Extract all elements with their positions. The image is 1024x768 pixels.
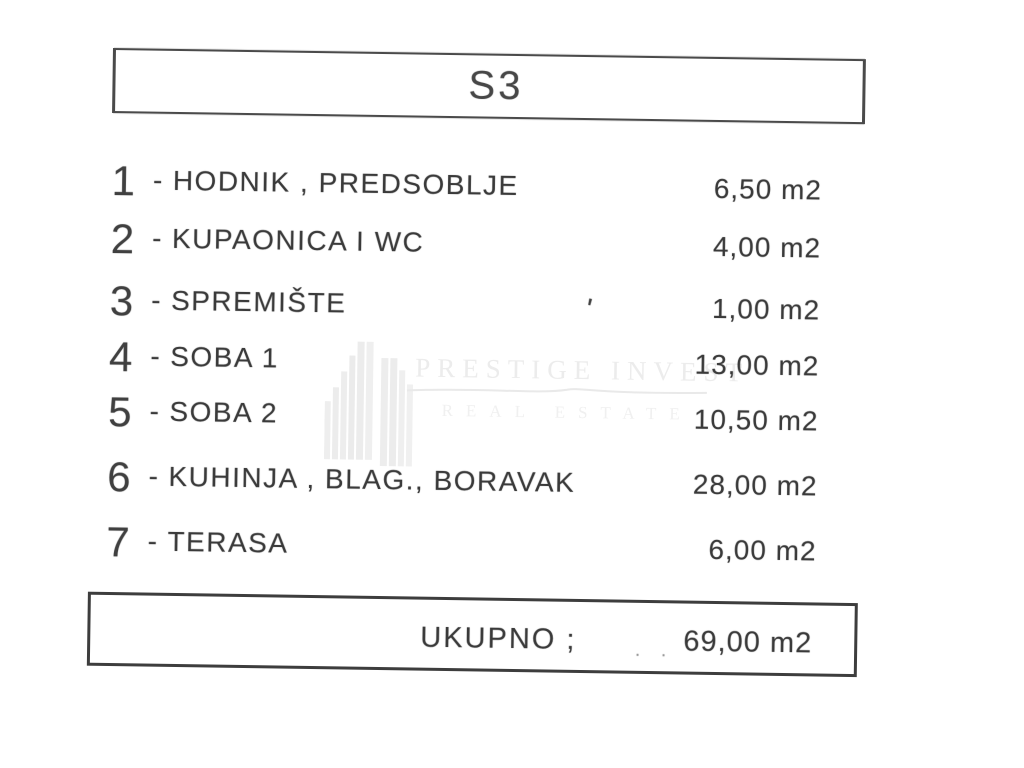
room-area: 6,00 m2 bbox=[708, 533, 817, 567]
room-dash: - bbox=[151, 222, 164, 254]
room-line: - SOBA 1 bbox=[150, 340, 280, 374]
room-number: 2 bbox=[110, 214, 135, 263]
room-row-3: 3 - SPREMIŠTE 1,00 m2 bbox=[109, 277, 821, 341]
room-dash: - bbox=[150, 340, 162, 372]
room-dash: - bbox=[149, 395, 161, 427]
room-dash: - bbox=[152, 164, 165, 196]
total-box: UKUPNO ; . . 69,00 m2 bbox=[86, 591, 858, 678]
unit-title: S3 bbox=[468, 63, 524, 109]
room-area: 28,00 m2 bbox=[692, 468, 818, 502]
room-list: 1 - HODNIK , PREDSOBLJE 6,50 m2 2 - KUPAON… bbox=[1, 0, 1024, 566]
room-area: 10,50 m2 bbox=[693, 403, 819, 437]
room-label: HODNIK , PREDSOBLJE bbox=[172, 164, 519, 202]
room-label: TERASA bbox=[167, 525, 289, 559]
room-label: SPREMIŠTE bbox=[170, 284, 347, 319]
room-line: - KUPAONICA I WC bbox=[151, 222, 425, 258]
room-line: - KUHINJA , BLAG., BORAVAK bbox=[148, 460, 576, 498]
room-row-5: 5 - SOBA 2 10,50 m2 bbox=[107, 388, 819, 452]
room-label: SOBA 1 bbox=[170, 340, 280, 374]
room-row-1: 1 - HODNIK , PREDSOBLJE 6,50 m2 bbox=[111, 157, 823, 221]
total-value: 69,00 m2 bbox=[683, 625, 813, 660]
room-dash: - bbox=[148, 460, 160, 492]
unit-header-box: S3 bbox=[112, 48, 866, 125]
room-area: 4,00 m2 bbox=[712, 230, 822, 264]
room-line: - HODNIK , PREDSOBLJE bbox=[152, 164, 519, 202]
room-line: - SOBA 2 bbox=[149, 395, 279, 429]
room-row-2: 2 - KUPAONICA I WC 4,00 m2 bbox=[110, 215, 822, 279]
room-dash: - bbox=[151, 284, 163, 316]
room-label: KUHINJA , BLAG., BORAVAK bbox=[168, 460, 576, 498]
room-label: SOBA 2 bbox=[169, 395, 279, 429]
room-label: KUPAONICA I WC bbox=[171, 222, 425, 258]
room-row-4: 4 - SOBA 1 13,00 m2 bbox=[108, 333, 820, 397]
room-number: 4 bbox=[108, 332, 133, 381]
room-line: - TERASA bbox=[147, 525, 289, 559]
room-area: 13,00 m2 bbox=[694, 348, 820, 382]
room-number: 6 bbox=[106, 452, 131, 501]
room-row-6: 6 - KUHINJA , BLAG., BORAVAK 28,00 m2 bbox=[106, 453, 818, 517]
room-row-7: 7 - TERASA 6,00 m2 bbox=[105, 518, 817, 582]
room-dash: - bbox=[147, 525, 159, 557]
total-label: UKUPNO ; bbox=[420, 621, 577, 656]
room-line: - SPREMIŠTE bbox=[151, 284, 347, 319]
room-number: 1 bbox=[111, 156, 136, 205]
room-area: 6,50 m2 bbox=[713, 172, 823, 206]
room-number: 5 bbox=[107, 387, 132, 436]
room-number: 3 bbox=[109, 276, 134, 325]
scan-dots-noise: . . bbox=[634, 639, 675, 661]
room-number: 7 bbox=[105, 517, 131, 566]
room-area: 1,00 m2 bbox=[711, 292, 821, 326]
